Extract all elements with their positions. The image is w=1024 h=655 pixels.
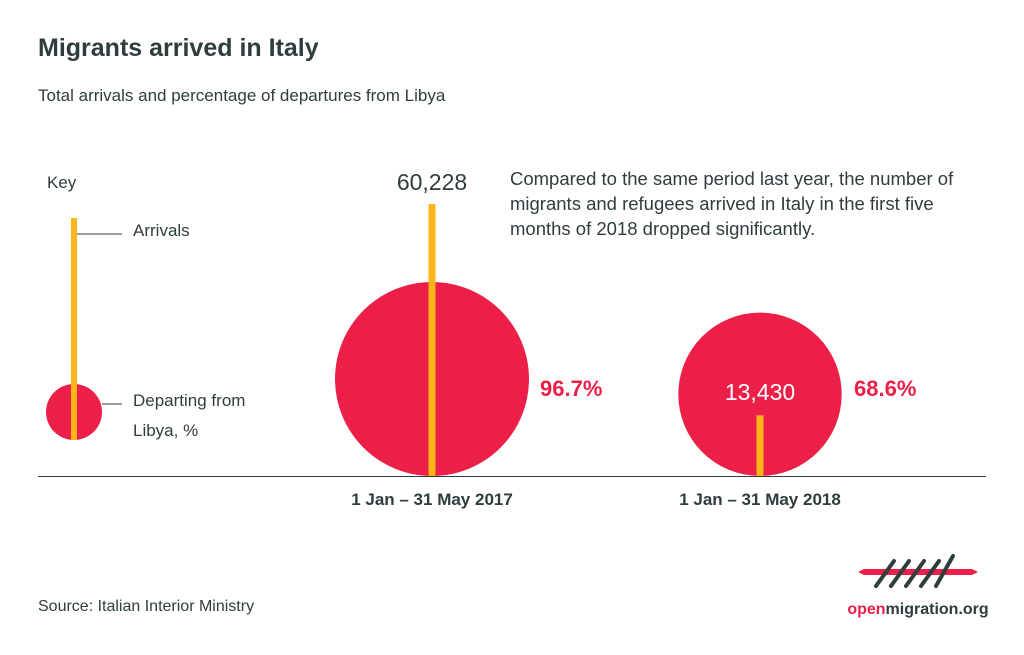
- key-arrivals-label: Arrivals: [133, 221, 190, 240]
- chart-subtitle: Total arrivals and percentage of departu…: [38, 86, 446, 105]
- arrivals-label-2018: 13,430: [725, 379, 795, 405]
- category-label-2017: 1 Jan – 31 May 2017: [351, 490, 513, 509]
- departing-circle-2018: [678, 312, 842, 476]
- annotation-note: Compared to the same period last year, t…: [510, 168, 954, 239]
- key-departing-label-2: Libya, %: [133, 421, 198, 440]
- svg-text:openmigration.org: openmigration.org: [847, 601, 988, 618]
- percent-label-2018: 68.6%: [854, 376, 916, 401]
- chart-title: Migrants arrived in Italy: [38, 34, 319, 62]
- source-note: Source: Italian Interior Ministry: [38, 598, 255, 615]
- key-bar: [71, 218, 77, 440]
- key-departing-label-1: Departing from: [133, 391, 245, 410]
- category-label-2018: 1 Jan – 31 May 2018: [679, 490, 841, 509]
- arrivals-bar-2018: [756, 415, 764, 476]
- openmigration-logo: openmigration.org: [847, 554, 989, 618]
- arrivals-bar-2017: [428, 204, 436, 476]
- arrivals-label-2017: 60,228: [397, 169, 467, 195]
- percent-label-2017: 96.7%: [540, 376, 602, 401]
- key-title: Key: [47, 173, 77, 192]
